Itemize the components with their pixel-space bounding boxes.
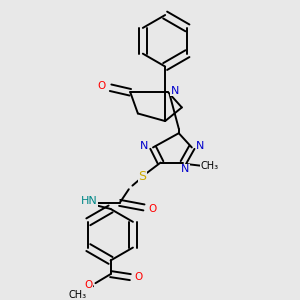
Text: O: O — [98, 81, 106, 91]
Text: CH₃: CH₃ — [68, 290, 86, 300]
Text: N: N — [171, 86, 179, 96]
Text: HN: HN — [81, 196, 98, 206]
Text: N: N — [196, 141, 205, 151]
Text: N: N — [140, 141, 149, 151]
Text: S: S — [138, 170, 146, 183]
Text: CH₃: CH₃ — [200, 161, 218, 171]
Text: O: O — [135, 272, 143, 282]
Text: N: N — [181, 164, 189, 174]
Text: O: O — [148, 204, 157, 214]
Text: O: O — [85, 280, 93, 290]
